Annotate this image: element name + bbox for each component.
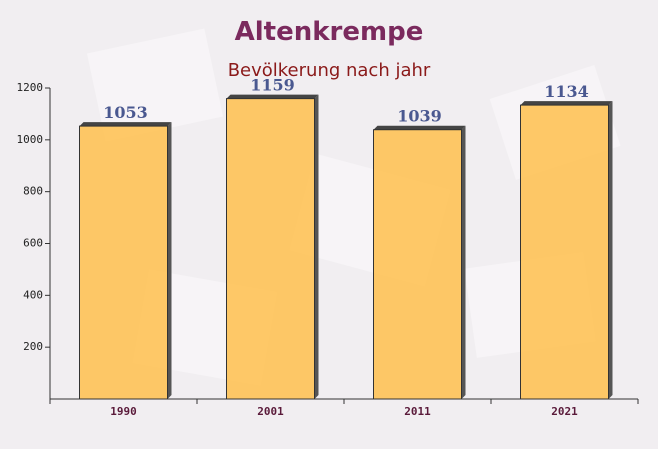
bar-top [226, 94, 319, 99]
bar [226, 98, 315, 400]
y-tick-label: 600 [23, 237, 43, 250]
value-label: 1039 [397, 107, 442, 126]
bar-top [520, 101, 613, 106]
bar-top [373, 125, 466, 130]
value-label: 1134 [544, 82, 589, 101]
y-tick-label: 800 [23, 185, 43, 198]
bar [79, 125, 168, 400]
chart-title: Altenkrempe [235, 17, 424, 47]
bar-side [167, 122, 172, 399]
bar-side [608, 101, 613, 399]
chart-subtitle: Bevölkerung nach jahr [228, 60, 431, 81]
bar-side [314, 94, 319, 400]
y-tick-label: 1000 [17, 133, 44, 146]
bar-side [461, 125, 466, 399]
y-tick-label: 1200 [17, 81, 44, 94]
x-tick-label: 2011 [404, 405, 431, 418]
value-label: 1053 [103, 103, 148, 122]
bar-top [79, 122, 172, 127]
value-label: 1159 [250, 76, 295, 95]
y-tick-label: 400 [23, 288, 43, 301]
bar [520, 104, 609, 400]
bar [373, 129, 462, 400]
x-tick-label: 2001 [257, 405, 284, 418]
y-tick-label: 200 [23, 340, 43, 353]
x-tick-label: 2021 [551, 405, 578, 418]
x-tick-label: 1990 [110, 405, 137, 418]
